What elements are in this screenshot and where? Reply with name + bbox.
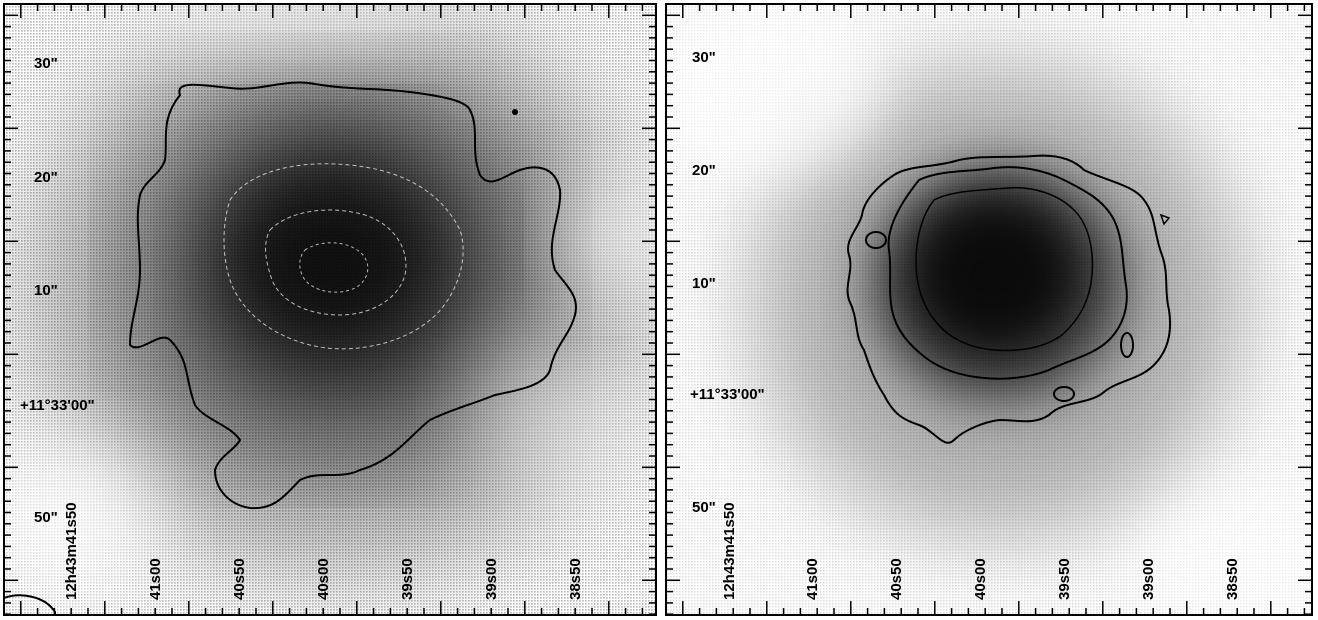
right-plot: 30" 20" 10" +11°33'00" 50" 12h43m41s50 4…	[665, 3, 1313, 616]
x-tick-label: 12h43m41s50	[63, 502, 80, 600]
y-tick-label: +11°33'00"	[690, 386, 765, 403]
y-tick-label: 20"	[692, 162, 716, 179]
outer-contour	[846, 154, 1172, 444]
outer-contour	[128, 81, 577, 510]
x-tick-label: 38s50	[567, 558, 584, 600]
y-tick-label: 50"	[34, 509, 58, 526]
right-panel: 30" 20" 10" +11°33'00" 50" 12h43m41s50 4…	[664, 0, 1318, 620]
x-tick-label: 40s50	[231, 558, 248, 600]
right-axis-ticks	[666, 4, 1312, 615]
x-tick-label: 38s50	[1224, 558, 1241, 600]
y-tick-label: 10"	[692, 275, 716, 292]
middle-contour	[887, 166, 1128, 380]
x-tick-label: 40s00	[315, 558, 332, 600]
left-axis-ticks	[4, 4, 656, 615]
x-tick-label: 40s50	[888, 558, 905, 600]
x-tick-label: 39s50	[1056, 558, 1073, 600]
y-tick-label: 20"	[34, 169, 58, 186]
y-tick-label: +11°33'00"	[20, 397, 95, 414]
y-tick-label: 50"	[692, 499, 716, 516]
inner-contour-2	[265, 209, 407, 316]
x-tick-label: 41s00	[804, 558, 821, 600]
y-tick-label: 30"	[34, 55, 58, 72]
x-tick-label: 40s00	[972, 558, 989, 600]
left-plot: 30" 20" 10" +11°33'00" 50" 12h43m41s50 4…	[3, 3, 657, 616]
y-tick-label: 10"	[34, 282, 58, 299]
left-image	[4, 4, 656, 615]
x-tick-label: 39s50	[399, 558, 416, 600]
left-panel: 30" 20" 10" +11°33'00" 50" 12h43m41s50 4…	[3, 3, 657, 616]
inner-contour-1	[223, 163, 464, 350]
x-tick-label: 39s00	[1140, 558, 1157, 600]
inner-contour	[915, 186, 1094, 352]
right-image	[666, 4, 1312, 615]
x-tick-label: 39s00	[483, 558, 500, 600]
x-tick-label: 41s00	[147, 558, 164, 600]
x-tick-label: 12h43m41s50	[721, 502, 738, 600]
y-tick-label: 30"	[692, 49, 716, 66]
